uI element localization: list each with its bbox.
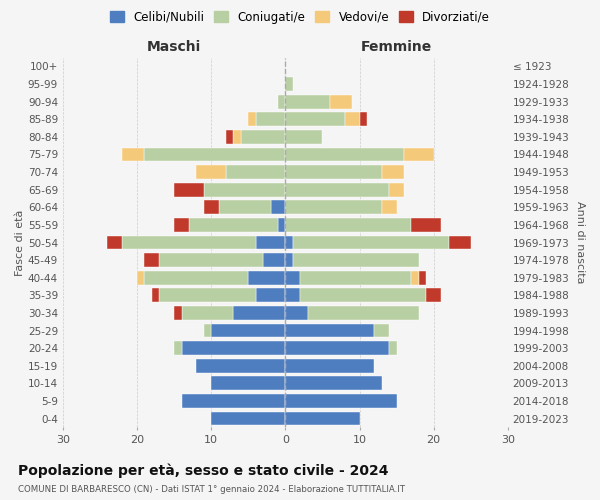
Bar [211,412,286,426]
Bar [248,271,286,284]
Bar [286,183,389,196]
Bar [300,271,412,284]
Bar [174,183,204,196]
Bar [145,148,286,162]
Bar [241,130,286,144]
Bar [382,200,397,214]
Bar [256,112,286,126]
Bar [189,218,278,232]
Bar [256,236,286,250]
Bar [211,376,286,390]
Bar [107,236,122,250]
Bar [286,412,359,426]
Bar [211,324,286,338]
Bar [286,95,330,108]
Bar [374,324,389,338]
Bar [293,236,449,250]
Bar [248,112,256,126]
Bar [174,306,182,320]
Bar [344,112,359,126]
Text: COMUNE DI BARBARESCO (CN) - Dati ISTAT 1° gennaio 2024 - Elaborazione TUTTITALIA: COMUNE DI BARBARESCO (CN) - Dati ISTAT 1… [18,485,405,494]
Bar [233,306,286,320]
Bar [449,236,471,250]
Bar [286,200,382,214]
Text: Popolazione per età, sesso e stato civile - 2024: Popolazione per età, sesso e stato civil… [18,463,389,477]
Bar [263,254,286,267]
Bar [256,288,286,302]
Y-axis label: Fasce di età: Fasce di età [15,210,25,276]
Bar [159,254,263,267]
Bar [278,218,286,232]
Legend: Celibi/Nubili, Coniugati/e, Vedovi/e, Divorziati/e: Celibi/Nubili, Coniugati/e, Vedovi/e, Di… [105,6,495,28]
Bar [278,95,286,108]
Text: Femmine: Femmine [361,40,432,54]
Bar [122,148,145,162]
Bar [286,359,374,372]
Bar [412,271,419,284]
Bar [271,200,286,214]
Bar [152,288,159,302]
Bar [122,236,256,250]
Bar [204,183,286,196]
Y-axis label: Anni di nascita: Anni di nascita [575,202,585,284]
Bar [286,112,344,126]
Bar [286,130,322,144]
Bar [286,77,293,91]
Bar [404,148,434,162]
Bar [389,183,404,196]
Bar [196,359,286,372]
Bar [159,288,256,302]
Bar [182,306,233,320]
Bar [196,165,226,179]
Bar [204,200,218,214]
Bar [300,288,426,302]
Bar [145,254,159,267]
Bar [330,95,352,108]
Bar [286,218,412,232]
Bar [137,271,145,284]
Bar [286,148,404,162]
Text: Maschi: Maschi [147,40,201,54]
Bar [359,112,367,126]
Bar [286,236,293,250]
Bar [286,254,293,267]
Bar [286,271,300,284]
Bar [174,342,182,355]
Bar [174,218,189,232]
Bar [308,306,419,320]
Bar [286,342,389,355]
Bar [286,324,374,338]
Bar [182,342,286,355]
Bar [286,306,308,320]
Bar [145,271,248,284]
Bar [233,130,241,144]
Bar [426,288,441,302]
Bar [293,254,419,267]
Bar [226,165,286,179]
Bar [382,165,404,179]
Bar [389,342,397,355]
Bar [286,288,300,302]
Bar [286,376,382,390]
Bar [286,165,382,179]
Bar [412,218,441,232]
Bar [419,271,426,284]
Bar [226,130,233,144]
Bar [204,324,211,338]
Bar [218,200,271,214]
Bar [286,394,397,408]
Bar [182,394,286,408]
